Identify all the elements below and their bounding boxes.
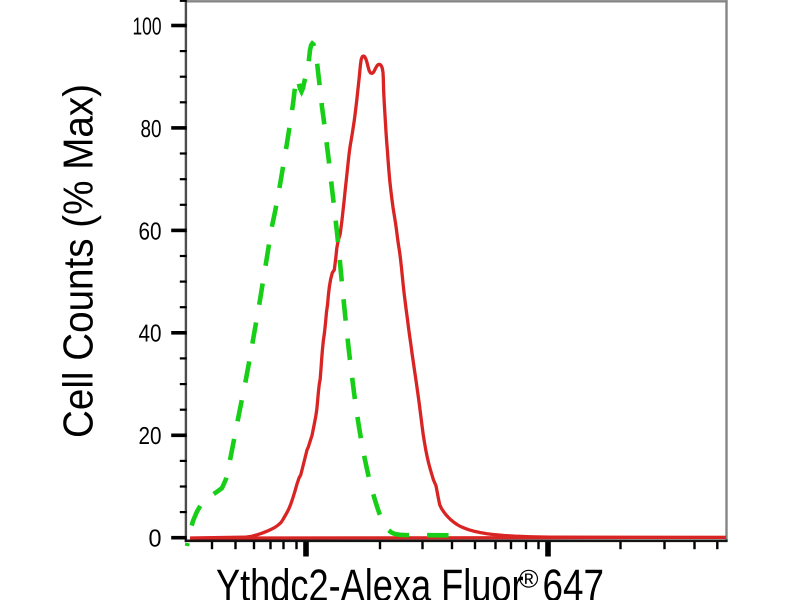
svg-text:60: 60 [139, 218, 162, 245]
svg-text:100: 100 [133, 13, 162, 40]
svg-text:20: 20 [139, 423, 162, 450]
svg-text:®: ® [519, 566, 539, 594]
svg-text:0: 0 [149, 526, 162, 553]
svg-text:Cell Counts (% Max): Cell Counts (% Max) [55, 84, 102, 438]
svg-text:Ythdc2-Alexa Fluor: Ythdc2-Alexa Fluor [216, 560, 524, 600]
svg-text:40: 40 [139, 321, 162, 348]
svg-text:80: 80 [141, 116, 162, 143]
svg-text:647: 647 [543, 560, 605, 600]
